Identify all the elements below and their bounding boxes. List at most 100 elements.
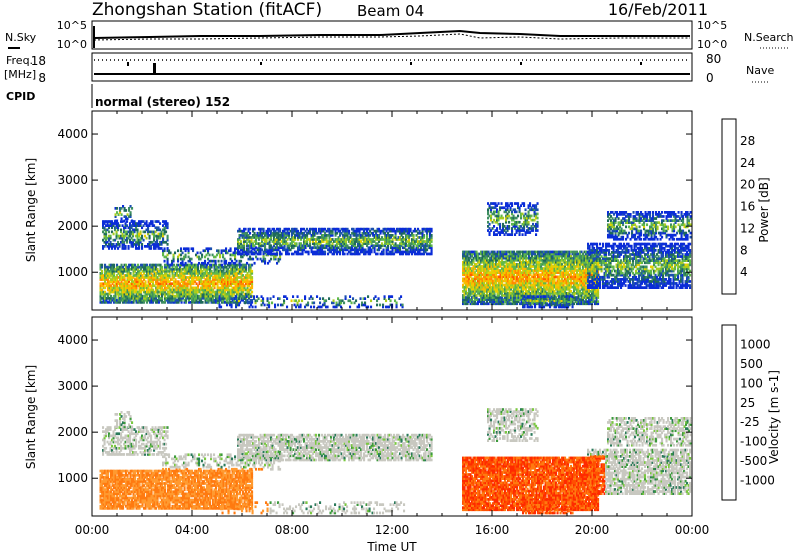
power-cell <box>298 299 301 303</box>
power-cell <box>122 288 125 292</box>
power-cell <box>246 234 249 237</box>
power-cell <box>414 250 417 254</box>
power-cell <box>167 301 170 304</box>
power-cell <box>180 288 183 292</box>
power-cell <box>376 229 379 233</box>
power-cell <box>495 263 498 266</box>
power-cell <box>114 267 117 271</box>
power-cell <box>123 298 126 302</box>
power-cell <box>167 263 170 267</box>
power-cell <box>486 258 489 262</box>
power-cell <box>324 227 327 231</box>
power-cell <box>179 292 182 296</box>
power-cell <box>462 252 465 256</box>
power-cell <box>291 231 294 235</box>
power-cell <box>414 227 417 231</box>
power-cell <box>423 236 426 239</box>
power-cell <box>156 286 159 290</box>
power-cell <box>107 280 110 283</box>
power-cell <box>505 290 508 293</box>
power-cell <box>105 243 108 246</box>
power-cell <box>227 267 230 271</box>
power-cell <box>168 284 171 288</box>
power-cell <box>333 240 336 243</box>
power-cell <box>227 290 230 294</box>
power-cell <box>123 243 126 246</box>
power-cell <box>299 305 302 309</box>
power-cell <box>224 278 227 281</box>
power-cell <box>370 240 373 243</box>
power-cell <box>318 242 321 245</box>
power-cell <box>212 272 215 275</box>
power-cell <box>285 250 288 254</box>
power-cell <box>182 284 185 288</box>
power-cell <box>116 288 119 292</box>
power-cell <box>522 267 525 270</box>
power-cell <box>198 280 201 283</box>
power-cell <box>222 284 225 288</box>
power-cell <box>507 275 510 279</box>
power-cell <box>499 300 502 303</box>
power-cell <box>471 287 474 291</box>
power-cell <box>547 290 550 293</box>
power-cell <box>339 242 342 245</box>
power-cell <box>200 265 203 269</box>
power-cell <box>225 267 228 271</box>
power-cell <box>516 290 519 293</box>
power-cell <box>122 301 125 304</box>
power-cell <box>149 298 152 302</box>
power-cell <box>119 284 122 288</box>
power-cell <box>207 261 210 265</box>
power-cell <box>499 298 502 301</box>
power-cell <box>328 231 331 235</box>
power-cell <box>236 303 239 307</box>
power-cell <box>294 236 297 239</box>
power-cell <box>164 276 167 279</box>
power-cell <box>117 298 120 302</box>
power-cell <box>188 294 191 298</box>
power-cell <box>114 301 117 304</box>
power-cell <box>159 263 162 267</box>
power-cell <box>210 288 213 292</box>
power-cell <box>162 232 165 236</box>
power-cell <box>161 301 164 304</box>
power-cell <box>255 236 258 239</box>
power-cell <box>219 255 222 259</box>
power-cell <box>138 280 141 283</box>
power-cell <box>123 267 126 271</box>
power-cell <box>486 265 489 268</box>
power-cell <box>240 286 243 290</box>
power-cell <box>144 265 147 269</box>
power-cell <box>124 232 127 236</box>
power-cell <box>358 231 361 235</box>
power-cell <box>235 247 238 251</box>
power-cell <box>332 305 335 309</box>
power-cell <box>424 240 427 243</box>
power-cell <box>429 244 432 248</box>
power-cell <box>120 263 123 267</box>
power-cell <box>337 297 340 300</box>
power-cell <box>156 272 159 275</box>
power-cell <box>111 226 114 230</box>
power-cell <box>484 283 487 287</box>
power-cell <box>540 277 543 281</box>
power-cell <box>128 301 131 304</box>
power-cell <box>525 283 528 287</box>
power-cell <box>511 281 514 285</box>
power-cell <box>233 301 236 304</box>
power-cell <box>137 263 140 267</box>
power-cell <box>504 256 507 260</box>
power-cell <box>245 263 248 267</box>
power-cell <box>332 299 335 303</box>
power-cell <box>233 274 236 277</box>
power-cell <box>158 296 161 300</box>
power-cell <box>141 236 144 240</box>
power-cell <box>426 234 429 237</box>
power-cell <box>184 255 187 259</box>
power-cell <box>249 278 252 281</box>
power-cell <box>513 250 516 254</box>
power-cell <box>197 269 200 273</box>
power-cell <box>231 280 234 283</box>
power-cell <box>194 298 197 302</box>
power-cell <box>489 279 492 283</box>
